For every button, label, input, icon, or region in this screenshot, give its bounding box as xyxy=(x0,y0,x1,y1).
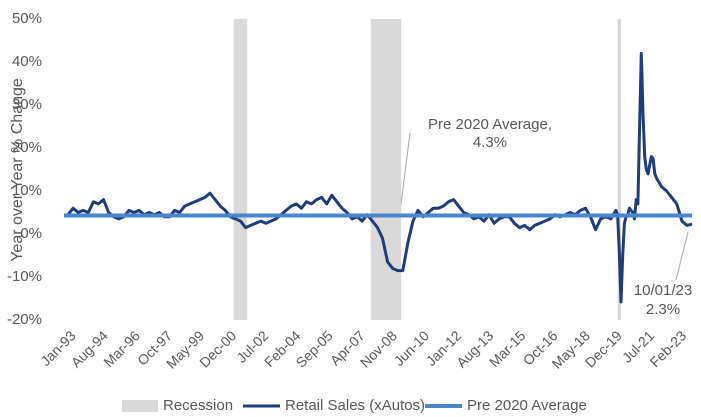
legend-label: Retail Sales (xAutos) xyxy=(285,397,425,414)
annotation-leader xyxy=(675,231,689,281)
y-axis-title: Year over Year % Change xyxy=(9,78,26,262)
y-tick-label: 10% xyxy=(12,182,42,199)
y-tick-label: -20% xyxy=(7,311,42,328)
recession-band xyxy=(370,19,402,320)
legend-label: Pre 2020 Average xyxy=(467,397,587,414)
annotation: 10/01/23 xyxy=(634,282,692,299)
recession-band xyxy=(233,19,248,320)
x-tick-label: Jun-10 xyxy=(391,327,433,369)
y-tick-label: -10% xyxy=(7,268,42,285)
y-tick-label: 30% xyxy=(12,96,42,113)
x-tick-label: Dec-00 xyxy=(196,327,239,370)
annotation-value: 4.3% xyxy=(473,134,507,151)
x-tick-label: Sep-05 xyxy=(293,327,336,370)
x-tick-label: Mar-96 xyxy=(100,327,143,370)
x-tick-label: Feb-23 xyxy=(647,327,690,370)
recession-band xyxy=(617,19,621,320)
x-tick-label: Mar-15 xyxy=(486,327,529,370)
y-tick-label: 50% xyxy=(12,10,42,27)
annotation-value: 2.3% xyxy=(646,301,680,318)
legend-swatch xyxy=(122,400,158,412)
x-tick-label: Nov-08 xyxy=(357,327,400,370)
annotation: Pre 2020 Average, xyxy=(428,116,552,133)
y-tick-label: 40% xyxy=(12,53,42,70)
y-tick-label: 0% xyxy=(20,225,42,242)
legend-label: Recession xyxy=(163,397,233,414)
x-tick-label: Dec-19 xyxy=(582,327,625,370)
annotation-leader xyxy=(399,132,411,213)
y-tick-label: 20% xyxy=(12,139,42,156)
